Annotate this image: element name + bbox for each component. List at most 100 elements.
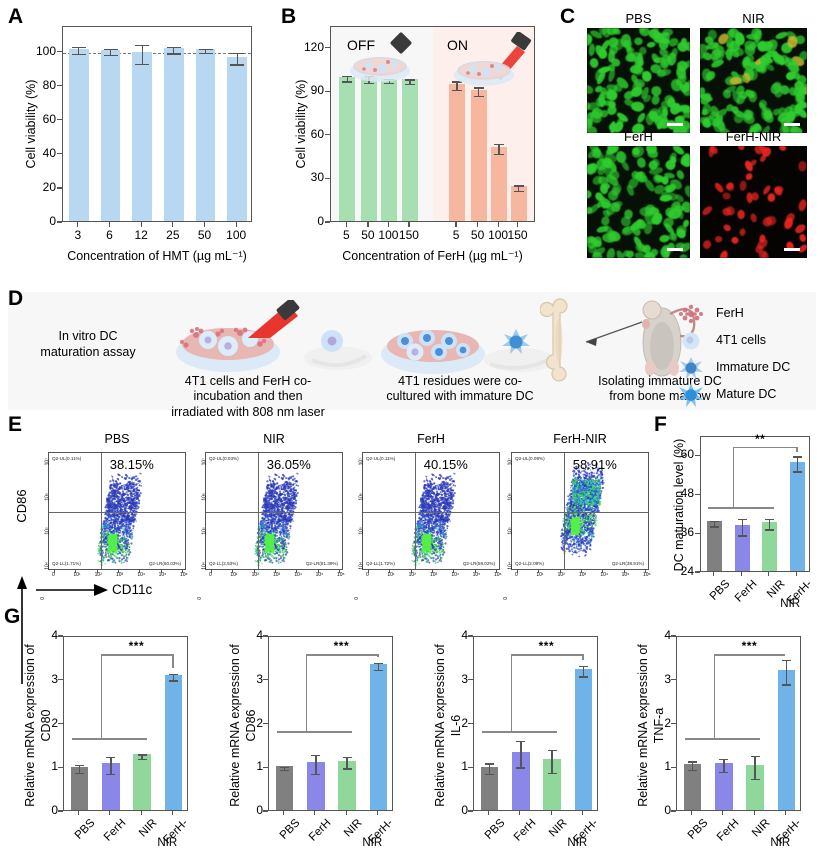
panel-g-errorbar xyxy=(141,754,143,759)
panel-e-xaxis-title: CD11c xyxy=(112,582,153,597)
panel-b-errorbar-cap xyxy=(342,81,353,83)
panel-g-xtick-mark xyxy=(753,811,755,815)
panel-a-errorbar-cap xyxy=(230,64,245,66)
panel-g-xtick-label: FerH xyxy=(101,817,129,844)
panel-b-errorbar xyxy=(517,185,520,192)
quadrant-percent-ur: 58.91% xyxy=(572,457,617,472)
laser-on-icon xyxy=(491,32,532,80)
panel-e-xtick: 0 xyxy=(52,572,55,578)
panel-d-step-caption-line2: cultured with immature DC xyxy=(386,389,534,404)
panel-letter-b: B xyxy=(281,5,297,28)
panel-g-ytick: 4 xyxy=(664,628,671,642)
panel-g-sig-line xyxy=(100,654,173,656)
panel-g-errorbar xyxy=(377,662,380,670)
panel-g-errorbar xyxy=(754,756,756,779)
panel-a-xtick: 50 xyxy=(197,228,212,242)
panel-g-ytick: 1 xyxy=(256,759,263,774)
panel-g-ytick-mark xyxy=(263,679,268,681)
quadrant-divider-vertical xyxy=(564,453,566,569)
panel-g-bar xyxy=(715,763,733,810)
panel-e-xtick-mark xyxy=(75,570,77,573)
panel-g-errorbar-cap xyxy=(516,741,526,743)
panel-g-ytick-mark xyxy=(58,722,63,725)
panel-e-flow-plot: Q2-UL(0.03%) Q2-LL(2.53%) Q2-LR(61.39%) 36.… xyxy=(205,452,343,570)
panel-e-plot-title: NIR xyxy=(263,432,285,446)
panel-e-plot-title: PBS xyxy=(104,432,130,446)
quadrant-divider-horizontal xyxy=(512,512,648,513)
panel-d-legend-label: FerH xyxy=(716,306,744,320)
panel-b-bar xyxy=(470,89,487,221)
panel-a-errorbar-cap xyxy=(135,63,150,65)
panel-g-errorbar-cap xyxy=(547,749,557,752)
panel-c-image-label: NIR xyxy=(742,11,765,26)
panel-f-sig-baseline xyxy=(708,507,775,509)
panel-c-micrograph xyxy=(700,146,807,258)
panel-e-xtick: 10¹ xyxy=(230,572,238,578)
panel-e-xtick-mark xyxy=(232,570,234,573)
panel-a-bar xyxy=(69,48,89,221)
panel-g-xtick-mark xyxy=(581,811,583,815)
panel-e-ytick: 10⁶ xyxy=(358,492,365,501)
panel-e-ytick: 10⁶ xyxy=(507,492,514,501)
panel-g-ytick: 2 xyxy=(461,715,468,730)
panel-a-errorbar-cap xyxy=(198,52,213,54)
quadrant-label-lr: Q2-LR(58.02%) xyxy=(462,561,495,566)
panel-g-plot-area xyxy=(676,636,801,811)
panel-g-errorbar-cap xyxy=(516,767,526,769)
panel-g-ytick: 2 xyxy=(256,715,263,730)
panel-b-yaxis-title: Cell viability (%) xyxy=(294,79,308,169)
panel-b-errorbar-cap xyxy=(384,82,395,85)
panel-g-errorbar-cap xyxy=(137,758,147,760)
panel-b-errorbar-cap xyxy=(513,191,524,193)
panel-e-xtick: 10¹ xyxy=(387,572,395,578)
panel-e-xtick: 10⁴ xyxy=(137,572,146,578)
panel-g-errorbar-cap xyxy=(342,756,352,759)
panel-e-xtick: 10⁵ xyxy=(621,572,630,578)
panel-a-reference-line xyxy=(63,52,251,54)
panel-g-ytick: 3 xyxy=(664,671,671,686)
panel-b-errorbar-cap xyxy=(473,87,484,89)
panel-g-errorbar xyxy=(582,665,585,677)
panel-a-bar xyxy=(100,49,121,221)
panel-f-sig-line xyxy=(733,446,797,449)
panel-g-errorbar-cap xyxy=(342,768,352,770)
panel-b-plot-area: OFF ON xyxy=(330,26,535,222)
panel-a-xtick-mark xyxy=(203,222,206,227)
panel-b-xtick: 150 xyxy=(398,228,419,242)
quadrant-divider-vertical xyxy=(101,453,103,569)
panel-g-yaxis-title-line2: CD86 xyxy=(244,709,258,742)
panel-f-errorbar-cap xyxy=(710,520,720,522)
panel-a-ytick: 100 xyxy=(35,43,56,58)
panel-a-plot-area xyxy=(62,26,252,222)
panel-e-xtick: 10³ xyxy=(579,572,587,578)
panel-g-errorbar xyxy=(78,764,81,773)
panel-a-bar xyxy=(195,48,216,221)
scale-bar xyxy=(784,248,800,251)
panel-f-errorbar xyxy=(796,456,798,472)
panel-a-errorbar xyxy=(236,52,238,65)
panel-letter-d: D xyxy=(8,287,24,310)
panel-g-errorbar xyxy=(110,756,112,774)
panel-g-xtick-mark xyxy=(376,811,378,815)
panel-a-bar xyxy=(132,52,152,221)
panel-g-bar xyxy=(746,765,764,810)
panel-f-bar xyxy=(789,461,805,571)
quadrant-label-ul: Q2-UL(0.11%) xyxy=(52,456,82,461)
panel-g-ytick-mark xyxy=(671,679,676,681)
panel-a-errorbar-cap xyxy=(103,48,118,50)
panel-g-significance: *** xyxy=(128,639,145,654)
panel-e-ytick: 10⁶ xyxy=(44,492,51,501)
panel-g-errorbar-cap xyxy=(311,755,321,757)
panel-e-plot-title: FerH xyxy=(417,432,445,446)
panel-f-ytick-mark xyxy=(695,454,700,457)
panel-g-xtick-mark xyxy=(722,811,724,815)
panel-g-ytick: 1 xyxy=(664,759,671,774)
panel-a-errorbar xyxy=(173,46,175,54)
panel-e-ytick: 10⁷ xyxy=(201,458,208,466)
panel-e-xtick-mark xyxy=(602,570,604,573)
panel-g-ytick: 4 xyxy=(461,628,468,642)
quadrant-label-lr: Q2-LR(38.91%) xyxy=(611,561,644,566)
scale-bar xyxy=(784,123,800,126)
panel-d-legend-label: 4T1 cells xyxy=(716,333,767,347)
panel-g-significance: *** xyxy=(333,639,350,654)
